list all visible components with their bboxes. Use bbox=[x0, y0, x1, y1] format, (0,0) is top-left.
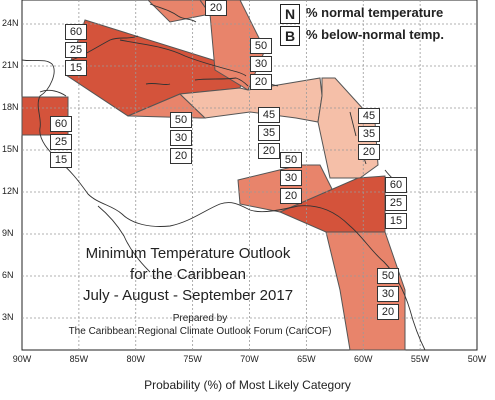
prob-value: 45 bbox=[358, 108, 380, 124]
lon-tick-label: 90W bbox=[12, 354, 32, 364]
prob-value: 35 bbox=[358, 126, 380, 142]
lon-tick-label: 60W bbox=[353, 354, 373, 364]
title-line-3: July - August - September 2017 bbox=[82, 287, 294, 304]
legend-text-below: % below-normal temp. bbox=[306, 27, 444, 42]
lon-tick-label: 80W bbox=[126, 354, 145, 364]
prob-box-cuba-jamaica: 60 25 15 bbox=[65, 24, 87, 76]
prob-value: 30 bbox=[280, 170, 302, 186]
prob-box-abc-islands: 50 30 20 bbox=[280, 152, 302, 204]
legend-text-normal: % normal temperature bbox=[306, 5, 444, 20]
prob-box-belize: 60 25 15 bbox=[50, 116, 72, 168]
prob-value: 50 bbox=[170, 112, 192, 128]
prob-value: 20 bbox=[280, 188, 302, 204]
lat-tick-label: 9N bbox=[2, 228, 14, 238]
prob-value: 50 bbox=[250, 38, 272, 54]
prob-box-lesser-antilles: 45 35 20 bbox=[358, 108, 380, 160]
lon-tick-label: 55W bbox=[410, 354, 430, 364]
prob-value: 20 bbox=[205, 0, 227, 16]
prob-value: 25 bbox=[65, 42, 87, 58]
lat-tick-label: 18N bbox=[2, 102, 19, 112]
prob-value: 60 bbox=[50, 116, 72, 132]
prob-box-bahamas-north: 20 bbox=[205, 0, 227, 16]
prob-box-guianas: 50 30 20 bbox=[377, 268, 399, 320]
lat-tick-label: 6N bbox=[2, 270, 14, 280]
credit-line-2: The Caribbean Regional Climate Outlook F… bbox=[68, 326, 332, 337]
lat-tick-label: 3N bbox=[2, 312, 14, 322]
prob-value: 15 bbox=[50, 152, 72, 168]
legend-key-normal: N bbox=[280, 4, 300, 24]
prob-box-central-caribbean: 50 30 20 bbox=[170, 112, 192, 164]
prob-value: 20 bbox=[258, 143, 280, 159]
prob-value: 20 bbox=[377, 304, 399, 320]
lon-tick-label: 70W bbox=[240, 354, 259, 364]
lon-tick-label: 50W bbox=[467, 354, 487, 364]
prob-value: 20 bbox=[358, 144, 380, 160]
credit-line-1: Prepared by bbox=[172, 313, 228, 324]
title-line-2: for the Caribbean bbox=[130, 266, 246, 283]
prob-value: 50 bbox=[280, 152, 302, 168]
prob-box-hispaniola-pr: 45 35 20 bbox=[258, 107, 280, 159]
prob-value: 20 bbox=[250, 74, 272, 90]
lat-tick-label: 12N bbox=[2, 186, 19, 196]
region-guianas bbox=[325, 231, 406, 351]
probability-regions bbox=[21, 0, 406, 351]
prob-value: 50 bbox=[377, 268, 399, 284]
lon-tick-label: 75W bbox=[183, 354, 202, 364]
map-footer: Probability (%) of Most Likely Category bbox=[144, 378, 351, 392]
lat-tick-label: 24N bbox=[2, 18, 19, 28]
prob-value: 60 bbox=[385, 177, 407, 193]
prob-value: 30 bbox=[250, 56, 272, 72]
title-line-1: Minimum Temperature Outlook bbox=[85, 245, 291, 262]
prob-box-trinidad-tobago: 60 25 15 bbox=[385, 177, 407, 229]
prob-value: 45 bbox=[258, 107, 280, 123]
legend-key-below: B bbox=[280, 26, 300, 46]
prob-value: 25 bbox=[50, 134, 72, 150]
prob-value: 35 bbox=[258, 125, 280, 141]
prob-value: 15 bbox=[385, 213, 407, 229]
lon-tick-label: 65W bbox=[297, 354, 316, 364]
prob-value: 25 bbox=[385, 195, 407, 211]
prob-value: 60 bbox=[65, 24, 87, 40]
prob-value: 30 bbox=[170, 130, 192, 146]
lat-tick-label: 15N bbox=[2, 144, 19, 154]
lon-tick-label: 85W bbox=[69, 354, 89, 364]
prob-box-bahamas-east: 50 30 20 bbox=[250, 38, 272, 90]
prob-value: 30 bbox=[377, 286, 399, 302]
prob-value: 20 bbox=[170, 148, 192, 164]
prob-value: 15 bbox=[65, 60, 87, 76]
lat-tick-label: 21N bbox=[2, 60, 19, 70]
